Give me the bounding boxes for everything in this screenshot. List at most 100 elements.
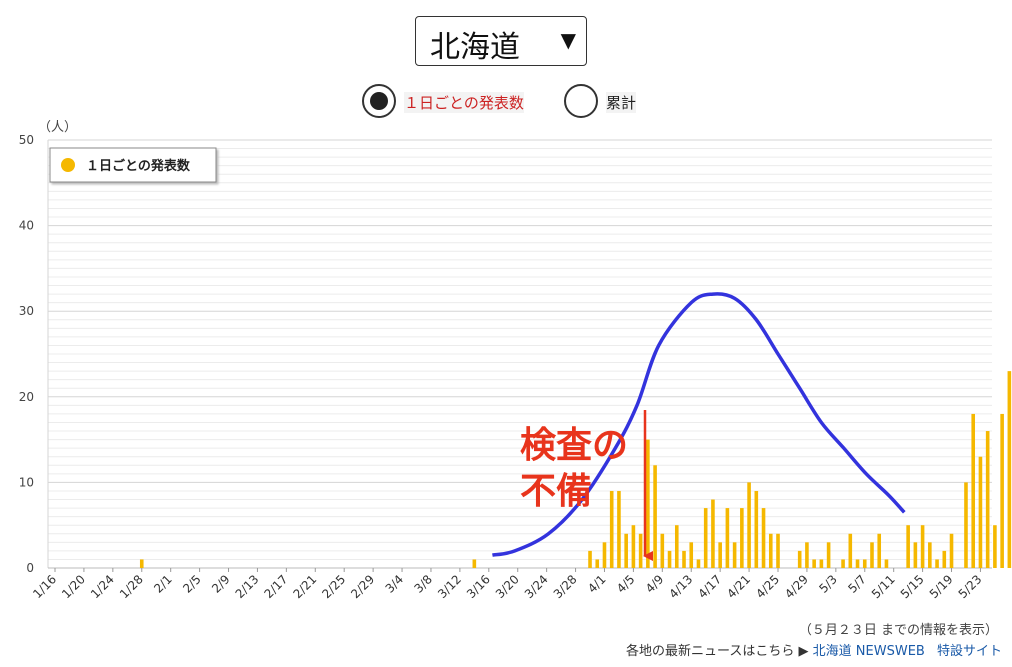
bar <box>985 431 990 568</box>
region-select[interactable]: 北海道 ▼ <box>415 16 587 66</box>
bar <box>747 482 751 568</box>
special-site-link[interactable]: 特設サイト <box>936 644 1002 659</box>
bar <box>740 508 744 568</box>
bar <box>725 508 730 568</box>
x-tick-label: 5/3 <box>816 572 840 596</box>
newsweb-link[interactable]: 北海道 NEWSWEB <box>812 644 925 659</box>
y-tick-label: 10 <box>19 475 34 489</box>
bar <box>993 525 997 568</box>
bar <box>971 413 976 568</box>
x-tick-label: 4/9 <box>643 572 667 596</box>
bar <box>805 542 809 568</box>
region-select-value: 北海道 <box>430 30 520 65</box>
bar <box>689 542 694 568</box>
bar <box>754 490 759 568</box>
x-tick-label: 4/29 <box>782 572 811 601</box>
x-tick-label: 3/28 <box>551 572 580 601</box>
bar <box>848 533 853 568</box>
bar <box>797 550 802 568</box>
bar <box>1007 371 1012 568</box>
bar <box>768 533 773 568</box>
radio-cumulative-label[interactable]: 累計 <box>606 92 637 113</box>
bar <box>812 559 816 568</box>
x-tick-label: 4/5 <box>614 572 638 596</box>
chart-grid <box>47 139 992 569</box>
y-axis-unit: （人） <box>38 120 77 135</box>
mode-radio-group: １日ごとの発表数 累計 <box>0 84 1012 120</box>
x-tick-label: 1/20 <box>59 572 88 601</box>
legend-marker <box>61 158 75 172</box>
x-tick-label: 3/24 <box>522 572 551 601</box>
x-tick-label: 5/7 <box>845 572 869 596</box>
bar <box>660 533 665 568</box>
x-tick-label: 3/8 <box>412 572 436 596</box>
x-tick-label: 2/29 <box>348 572 377 601</box>
x-tick-label: 3/20 <box>493 572 522 601</box>
x-tick-label: 2/13 <box>233 572 262 601</box>
y-tick-label: 0 <box>26 561 34 575</box>
x-tick-label: 2/21 <box>290 572 319 601</box>
bar <box>711 499 715 568</box>
bar <box>667 550 672 568</box>
y-axis-ticks: 0 10 20 30 40 50 <box>19 133 34 575</box>
bar <box>139 559 144 568</box>
x-tick-label: 4/21 <box>724 572 753 601</box>
bar <box>964 482 968 568</box>
x-tick-label: 5/15 <box>898 572 927 601</box>
x-tick-label: 3/16 <box>464 572 493 601</box>
y-tick-label: 50 <box>19 133 34 147</box>
bar <box>826 542 831 568</box>
bar <box>631 525 636 568</box>
y-tick-label: 20 <box>19 390 34 404</box>
x-tick-label: 3/4 <box>383 572 407 596</box>
x-tick-label: 5/23 <box>956 572 985 601</box>
legend-label: １日ごとの発表数 <box>86 158 191 174</box>
bar <box>646 439 650 568</box>
footer-links: 各地の最新ニュースはこちら ▶ 北海道 NEWSWEB 特設サイト <box>626 640 1002 659</box>
bar <box>884 559 889 568</box>
bar <box>776 533 780 568</box>
bar <box>602 542 607 568</box>
radio-selected-dot <box>370 92 388 110</box>
bar <box>732 542 737 568</box>
bar <box>588 550 592 568</box>
bar <box>949 533 954 568</box>
x-tick-label: 5/19 <box>927 572 956 601</box>
bar <box>761 508 766 568</box>
bar <box>819 559 824 568</box>
y-tick-label: 30 <box>19 304 34 318</box>
radio-daily-label[interactable]: １日ごとの発表数 <box>404 92 524 113</box>
bar <box>942 550 947 568</box>
annotation-line2: 不備 <box>520 471 592 512</box>
x-tick-label: 4/17 <box>695 572 724 601</box>
x-tick-label: 2/1 <box>151 572 175 596</box>
bar <box>624 533 628 568</box>
bar <box>718 542 722 568</box>
bar <box>653 465 657 568</box>
bar <box>674 525 679 568</box>
x-tick-label: 1/24 <box>88 572 117 601</box>
bar <box>595 559 600 568</box>
bar <box>877 533 882 568</box>
bar <box>841 559 845 568</box>
x-tick-label: 4/13 <box>666 572 695 601</box>
radio-cumulative[interactable] <box>564 84 598 118</box>
chart-bars <box>139 371 1012 568</box>
bar <box>928 542 932 568</box>
x-tick-label: 2/5 <box>180 572 204 596</box>
bar <box>609 490 614 568</box>
x-tick-label: 2/9 <box>209 572 233 596</box>
x-tick-label: 2/25 <box>319 572 348 601</box>
x-tick-label: 1/16 <box>30 572 59 601</box>
legend: １日ごとの発表数 <box>49 147 217 183</box>
play-arrow-icon: ▶ <box>798 644 809 659</box>
bar <box>978 456 983 568</box>
bar <box>862 559 867 568</box>
bar <box>855 559 860 568</box>
chevron-down-icon: ▼ <box>560 28 576 52</box>
bar <box>617 490 621 568</box>
data-date-note: （５月２３日 までの情報を表示） <box>798 623 998 638</box>
radio-daily[interactable] <box>362 84 396 118</box>
bar <box>913 542 918 568</box>
